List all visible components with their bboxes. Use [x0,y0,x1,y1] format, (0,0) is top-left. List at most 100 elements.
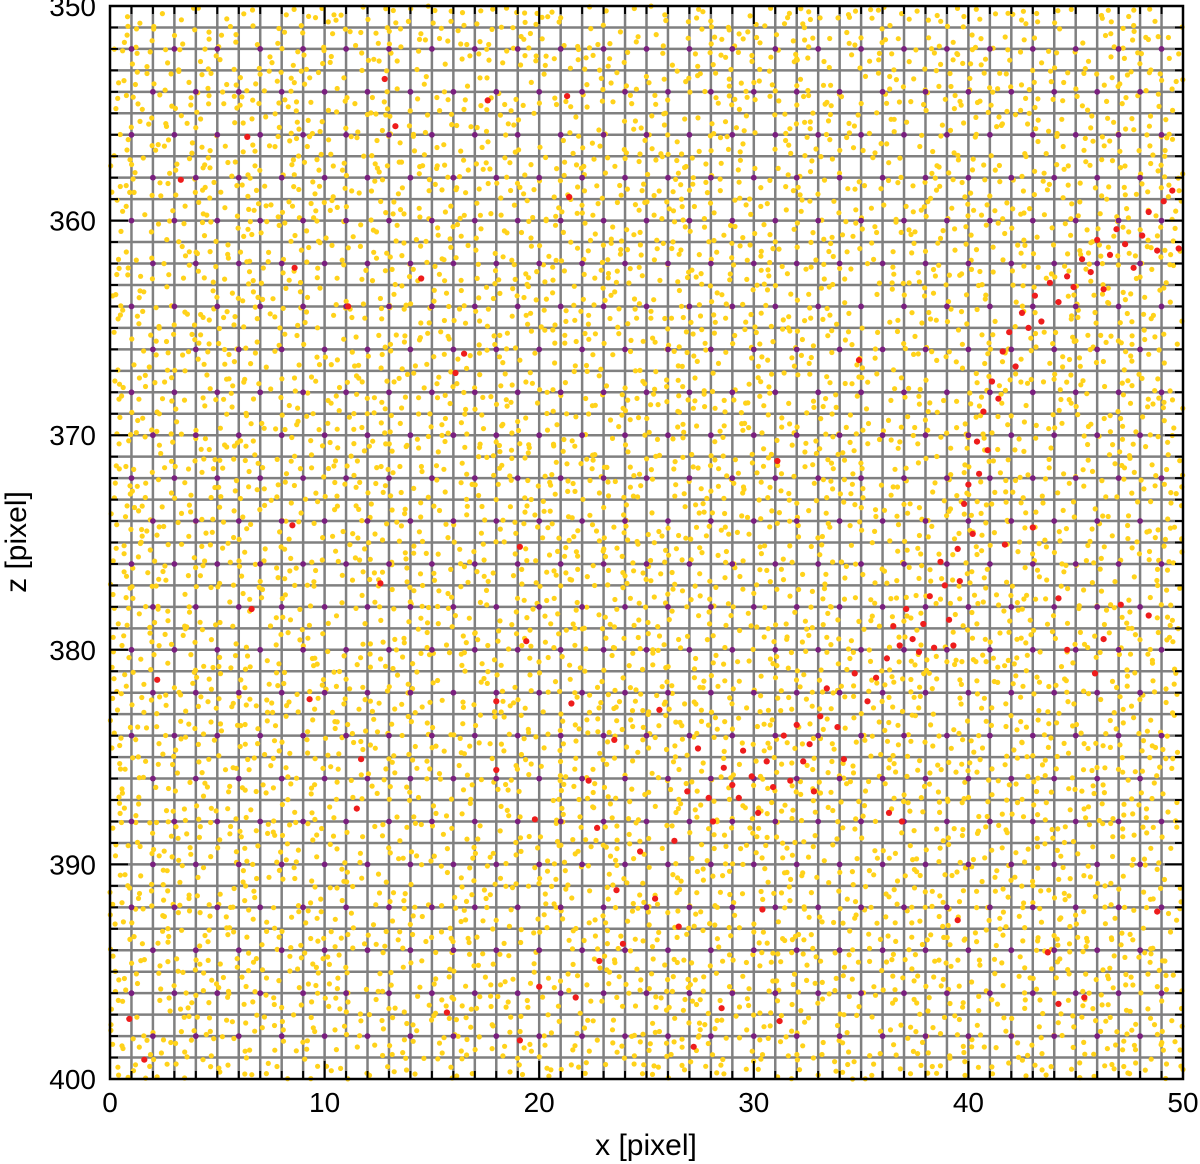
yellow-point [300,30,306,36]
yellow-point [536,100,543,106]
yellow-point [181,221,187,227]
yellow-point [296,519,302,525]
yellow-point [725,601,732,607]
yellow-point [1109,533,1115,539]
yellow-point [914,8,920,14]
yellow-point [714,290,720,296]
yellow-point [113,545,119,551]
yellow-point [1030,251,1037,257]
yellow-point [810,110,816,116]
yellow-point [439,697,445,703]
yellow-point [283,518,289,524]
yellow-point [758,267,764,273]
yellow-point [1148,499,1154,505]
yellow-point [325,107,331,113]
yellow-point [387,113,393,119]
yellow-point [661,701,667,707]
yellow-point [287,822,293,828]
yellow-point [661,76,667,82]
yellow-point [1132,769,1138,775]
yellow-point [496,277,502,283]
yellow-point [384,521,390,527]
yellow-point [1066,268,1072,274]
yellow-point [332,479,338,486]
yellow-point [1069,775,1075,781]
yellow-point [665,525,671,531]
yellow-point [1034,234,1040,240]
yellow-point [981,575,987,581]
yellow-point [439,187,445,193]
yellow-point [973,544,979,550]
yellow-point [533,21,539,27]
yellow-point [1099,291,1106,297]
yellow-point [875,70,882,76]
yellow-point [206,93,212,99]
yellow-point [199,627,205,633]
yellow-point [768,323,774,329]
yellow-point [1148,160,1154,167]
yellow-point [360,301,366,307]
yellow-point [477,318,483,324]
yellow-point [541,307,547,313]
yellow-point [876,57,882,63]
yellow-point [805,55,811,61]
yellow-point [356,362,362,368]
yellow-point [1050,341,1056,347]
yellow-point [180,632,186,639]
yellow-point [799,336,806,343]
yellow-point [1012,112,1019,118]
yellow-point [937,183,943,189]
yellow-point [1074,93,1080,99]
yellow-point [864,261,871,267]
yellow-point [373,30,379,36]
yellow-point [229,704,235,710]
yellow-point [254,316,260,322]
yellow-point [1078,251,1084,258]
yellow-point [1048,79,1054,85]
yellow-point [927,770,933,776]
yellow-point [1149,795,1155,802]
yellow-point [333,548,339,554]
yellow-point [1073,338,1079,344]
yellow-point [963,292,970,298]
yellow-point [1043,596,1049,602]
yellow-point [1168,490,1174,496]
yellow-point [1114,684,1120,691]
yellow-point [402,506,408,512]
yellow-point [251,207,257,213]
yellow-point [961,511,967,517]
yellow-point [779,415,785,421]
yellow-point [628,337,634,343]
yellow-point [292,232,298,239]
yellow-point [830,690,836,696]
yellow-point [895,742,902,748]
yellow-point [301,159,308,165]
yellow-point [513,609,519,615]
yellow-point [330,163,336,169]
yellow-point [303,66,310,72]
yellow-point [525,321,531,327]
yellow-point [739,740,745,746]
yellow-point [826,64,832,71]
yellow-point [1004,579,1010,585]
yellow-point [671,219,678,225]
yellow-point [140,155,146,161]
yellow-point [156,643,162,649]
yellow-point [1009,268,1016,274]
yellow-point [544,597,550,604]
yellow-point [1152,535,1158,541]
yellow-point [363,728,369,734]
yellow-point [246,767,252,773]
yellow-point [757,393,763,399]
yellow-point [246,281,252,287]
yellow-point [497,290,503,296]
yellow-point [334,503,340,509]
yellow-point [237,743,243,750]
yellow-point [605,155,611,161]
yellow-point [308,374,315,380]
yellow-point [722,409,728,415]
yellow-point [779,808,785,814]
yellow-point [477,75,483,81]
yellow-point [242,685,248,691]
yellow-point [834,321,840,327]
